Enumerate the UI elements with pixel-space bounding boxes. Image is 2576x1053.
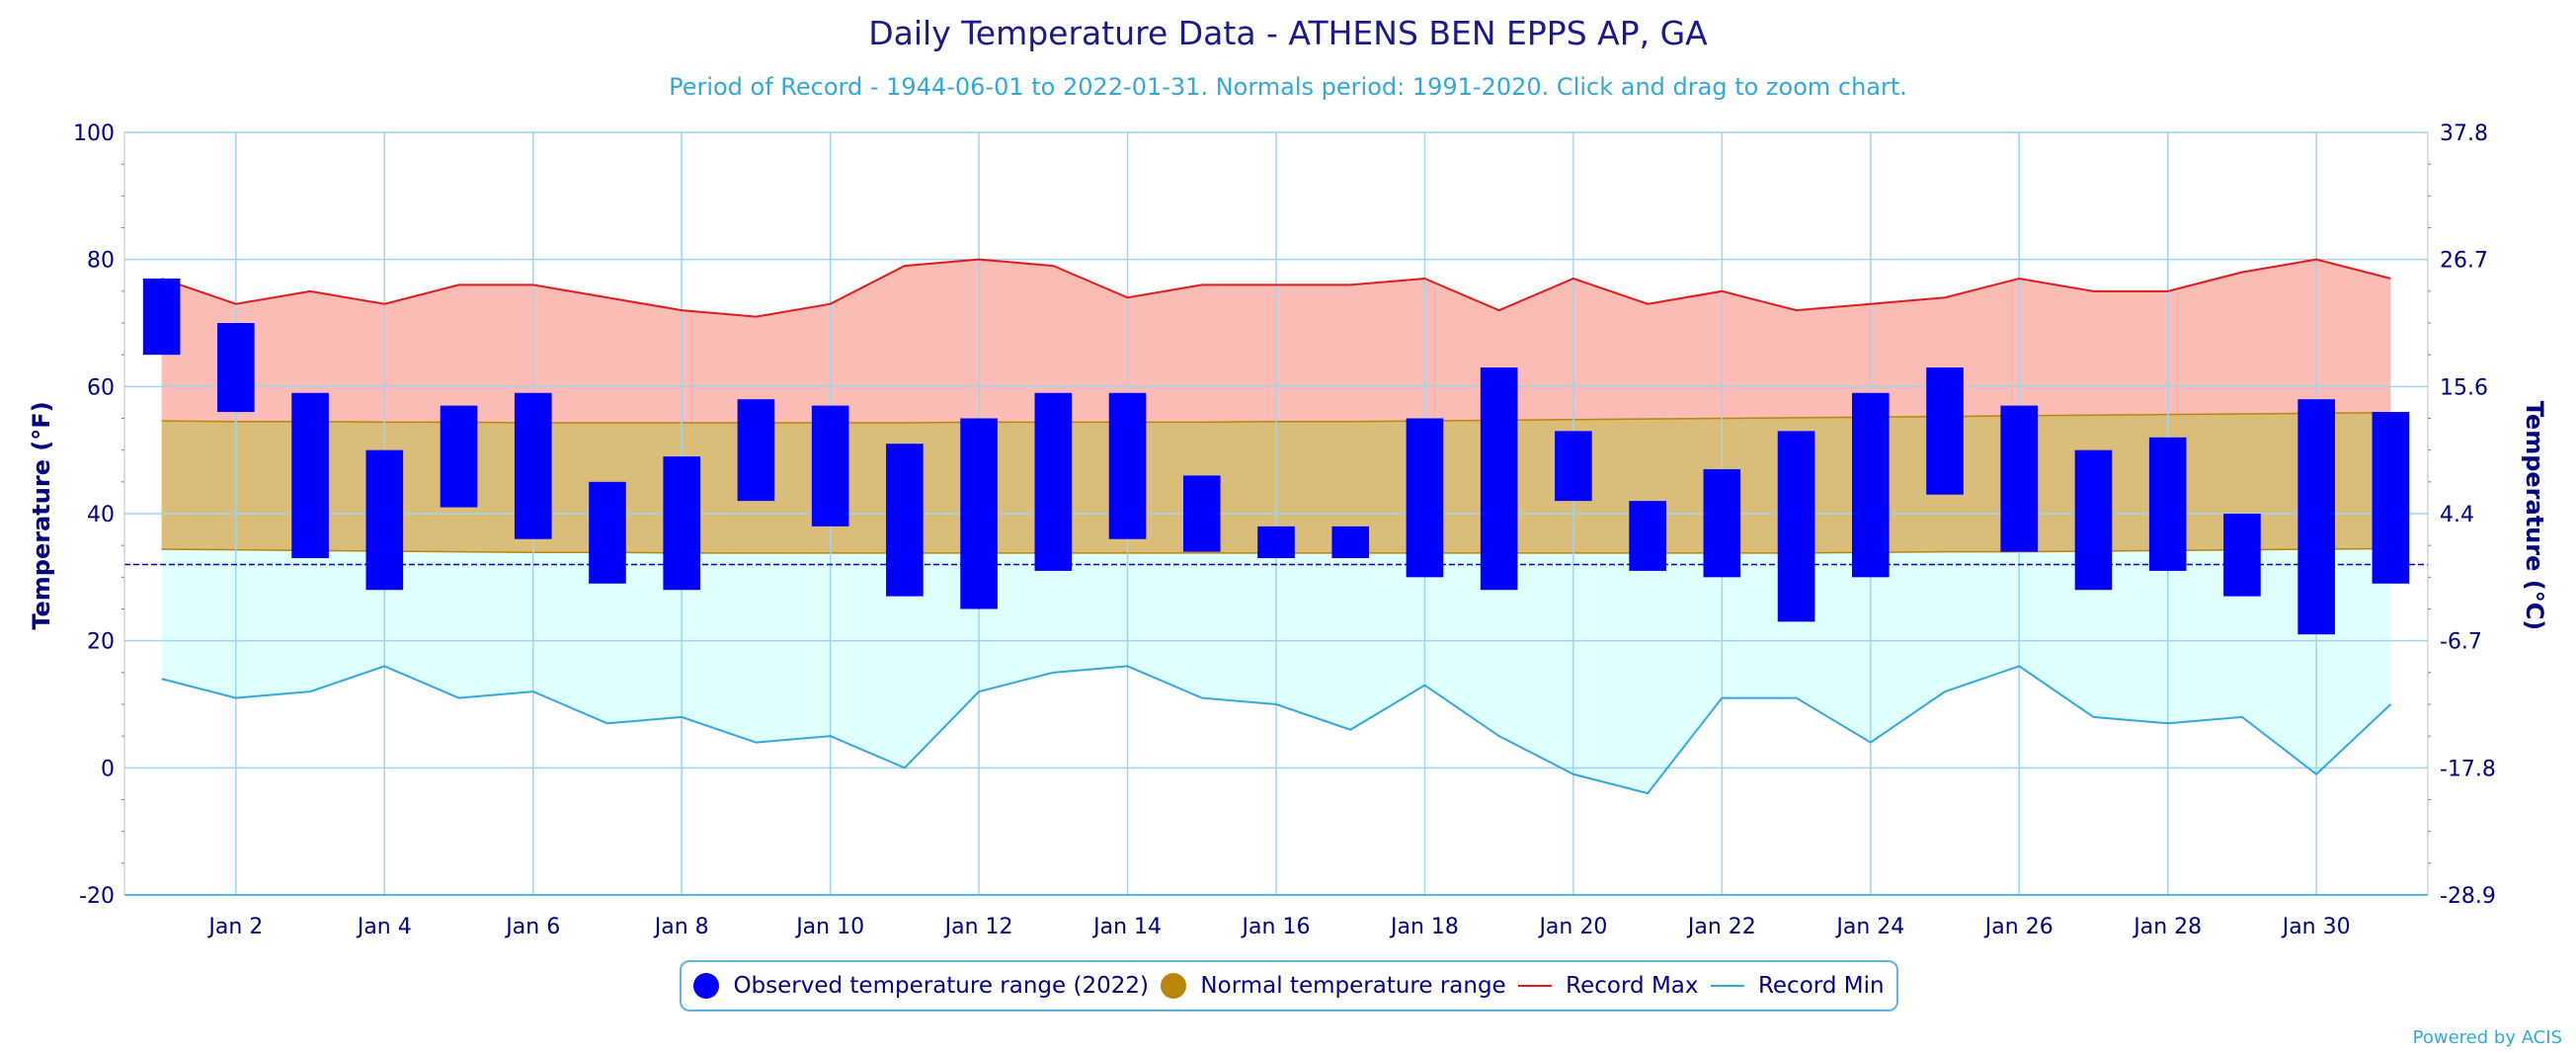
observed-range-bar: [737, 399, 775, 502]
legend-normal-label: Normal temperature range: [1200, 973, 1506, 999]
x-tick-label: Jan 22: [1686, 915, 1756, 939]
x-tick-label: Jan 14: [1091, 915, 1162, 939]
observed-range-bar: [1852, 392, 1890, 578]
legend-normal-symbol: [1161, 973, 1187, 999]
y-tick-label-left: 100: [73, 122, 115, 146]
legend-observed-symbol: [693, 973, 720, 999]
x-tick-label: Jan 8: [653, 915, 709, 939]
observed-range-bar: [663, 456, 700, 591]
observed-range-bar: [811, 405, 849, 526]
y-tick-label-right: 4.4: [2440, 503, 2474, 527]
observed-range-bar: [960, 418, 998, 609]
x-tick-label: Jan 10: [794, 915, 864, 939]
x-tick-label: Jan 20: [1537, 915, 1607, 939]
observed-range-bar: [1629, 501, 1666, 571]
observed-range-bar: [1555, 431, 1592, 502]
observed-range-bar: [2148, 437, 2187, 571]
observed-range-bar: [514, 392, 552, 539]
x-tick-label: Jan 30: [2281, 915, 2351, 939]
y-tick-label-right: 37.8: [2440, 122, 2488, 146]
observed-range-bar: [1480, 367, 1518, 591]
legend-record-min-label: Record Min: [1757, 973, 1885, 999]
y-tick-label-right: -6.7: [2440, 630, 2482, 655]
observed-range-bar: [2223, 514, 2261, 597]
observed-range-bar: [365, 449, 404, 591]
observed-range-bar: [1703, 468, 1741, 578]
y-tick-label-left: 20: [87, 630, 115, 655]
observed-range-bar: [2074, 449, 2113, 591]
y-tick-label-left: -20: [79, 884, 115, 909]
observed-range-bar: [2372, 412, 2410, 584]
record-min-line: [161, 665, 2392, 795]
x-tick-label: Jan 12: [943, 915, 1013, 939]
legend-record-max-symbol: [1518, 985, 1553, 987]
observed-range-bar: [2000, 405, 2039, 552]
acis-credit-link[interactable]: Powered by ACIS: [2412, 1027, 2562, 1048]
x-tick-label: Jan 16: [1241, 915, 1311, 939]
observed-range-bar: [142, 278, 181, 356]
observed-range-bar: [291, 392, 329, 559]
observed-range-bar: [2297, 399, 2335, 635]
y-tick-label-left: 40: [87, 503, 115, 527]
observed-range-bar: [1108, 392, 1147, 539]
observed-range-bar: [886, 444, 924, 597]
y-tick-label-right: 26.7: [2440, 249, 2488, 274]
observed-range-bar: [1257, 526, 1295, 559]
legend-item-observed[interactable]: Observed temperature range (2022): [693, 973, 1149, 999]
plot-area[interactable]: -20 -28.9 0 -17.8 20 -6.7 40 4.4 60 15.6 80 26.7 100…: [0, 0, 2576, 948]
y-axis-label-left: Temperature (°F): [28, 401, 55, 629]
x-tick-label: Jan 26: [1983, 915, 2053, 939]
x-tick-label: Jan 2: [206, 915, 263, 939]
observed-range-bar: [1034, 392, 1073, 571]
legend-record-min-symbol: [1710, 985, 1744, 987]
y-axis-label-right: Temperature (°C): [2521, 401, 2548, 631]
legend-item-record-min[interactable]: Record Min: [1710, 973, 1885, 999]
chart-subtitle: Period of Record - 1944-06-01 to 2022-01…: [669, 73, 1907, 101]
observed-range-bar: [217, 323, 255, 413]
x-tick-label: Jan 28: [2132, 915, 2202, 939]
observed-range-bar: [1777, 431, 1815, 622]
observed-range-bar: [1926, 367, 1964, 495]
y-tick-label-left: 0: [101, 757, 115, 781]
y-tick-label-right: 15.6: [2440, 375, 2488, 400]
y-tick-label-right: -17.8: [2440, 757, 2496, 781]
observed-range-bar: [1406, 418, 1444, 578]
legend-item-record-max[interactable]: Record Max: [1518, 973, 1699, 999]
x-tick-label: Jan 18: [1389, 915, 1459, 939]
observed-range-bar: [440, 405, 478, 508]
observed-range-bar: [589, 481, 626, 584]
legend: Observed temperature range (2022) Normal…: [680, 960, 1898, 1012]
y-tick-label-left: 80: [87, 249, 115, 274]
y-tick-label-left: 60: [87, 375, 115, 400]
legend-item-normal[interactable]: Normal temperature range: [1161, 973, 1506, 999]
x-tick-label: Jan 6: [504, 915, 560, 939]
legend-record-max-label: Record Max: [1566, 973, 1699, 999]
y-tick-label-right: -28.9: [2440, 884, 2496, 909]
x-tick-label: Jan 4: [356, 915, 412, 939]
observed-range-bar: [1182, 475, 1221, 552]
x-tick-label: Jan 24: [1834, 915, 1904, 939]
observed-range-bar: [1331, 526, 1370, 559]
record-max-line: [161, 258, 2391, 318]
chart-title: Daily Temperature Data - ATHENS BEN EPPS…: [868, 14, 1708, 52]
legend-observed-label: Observed temperature range (2022): [733, 973, 1149, 999]
